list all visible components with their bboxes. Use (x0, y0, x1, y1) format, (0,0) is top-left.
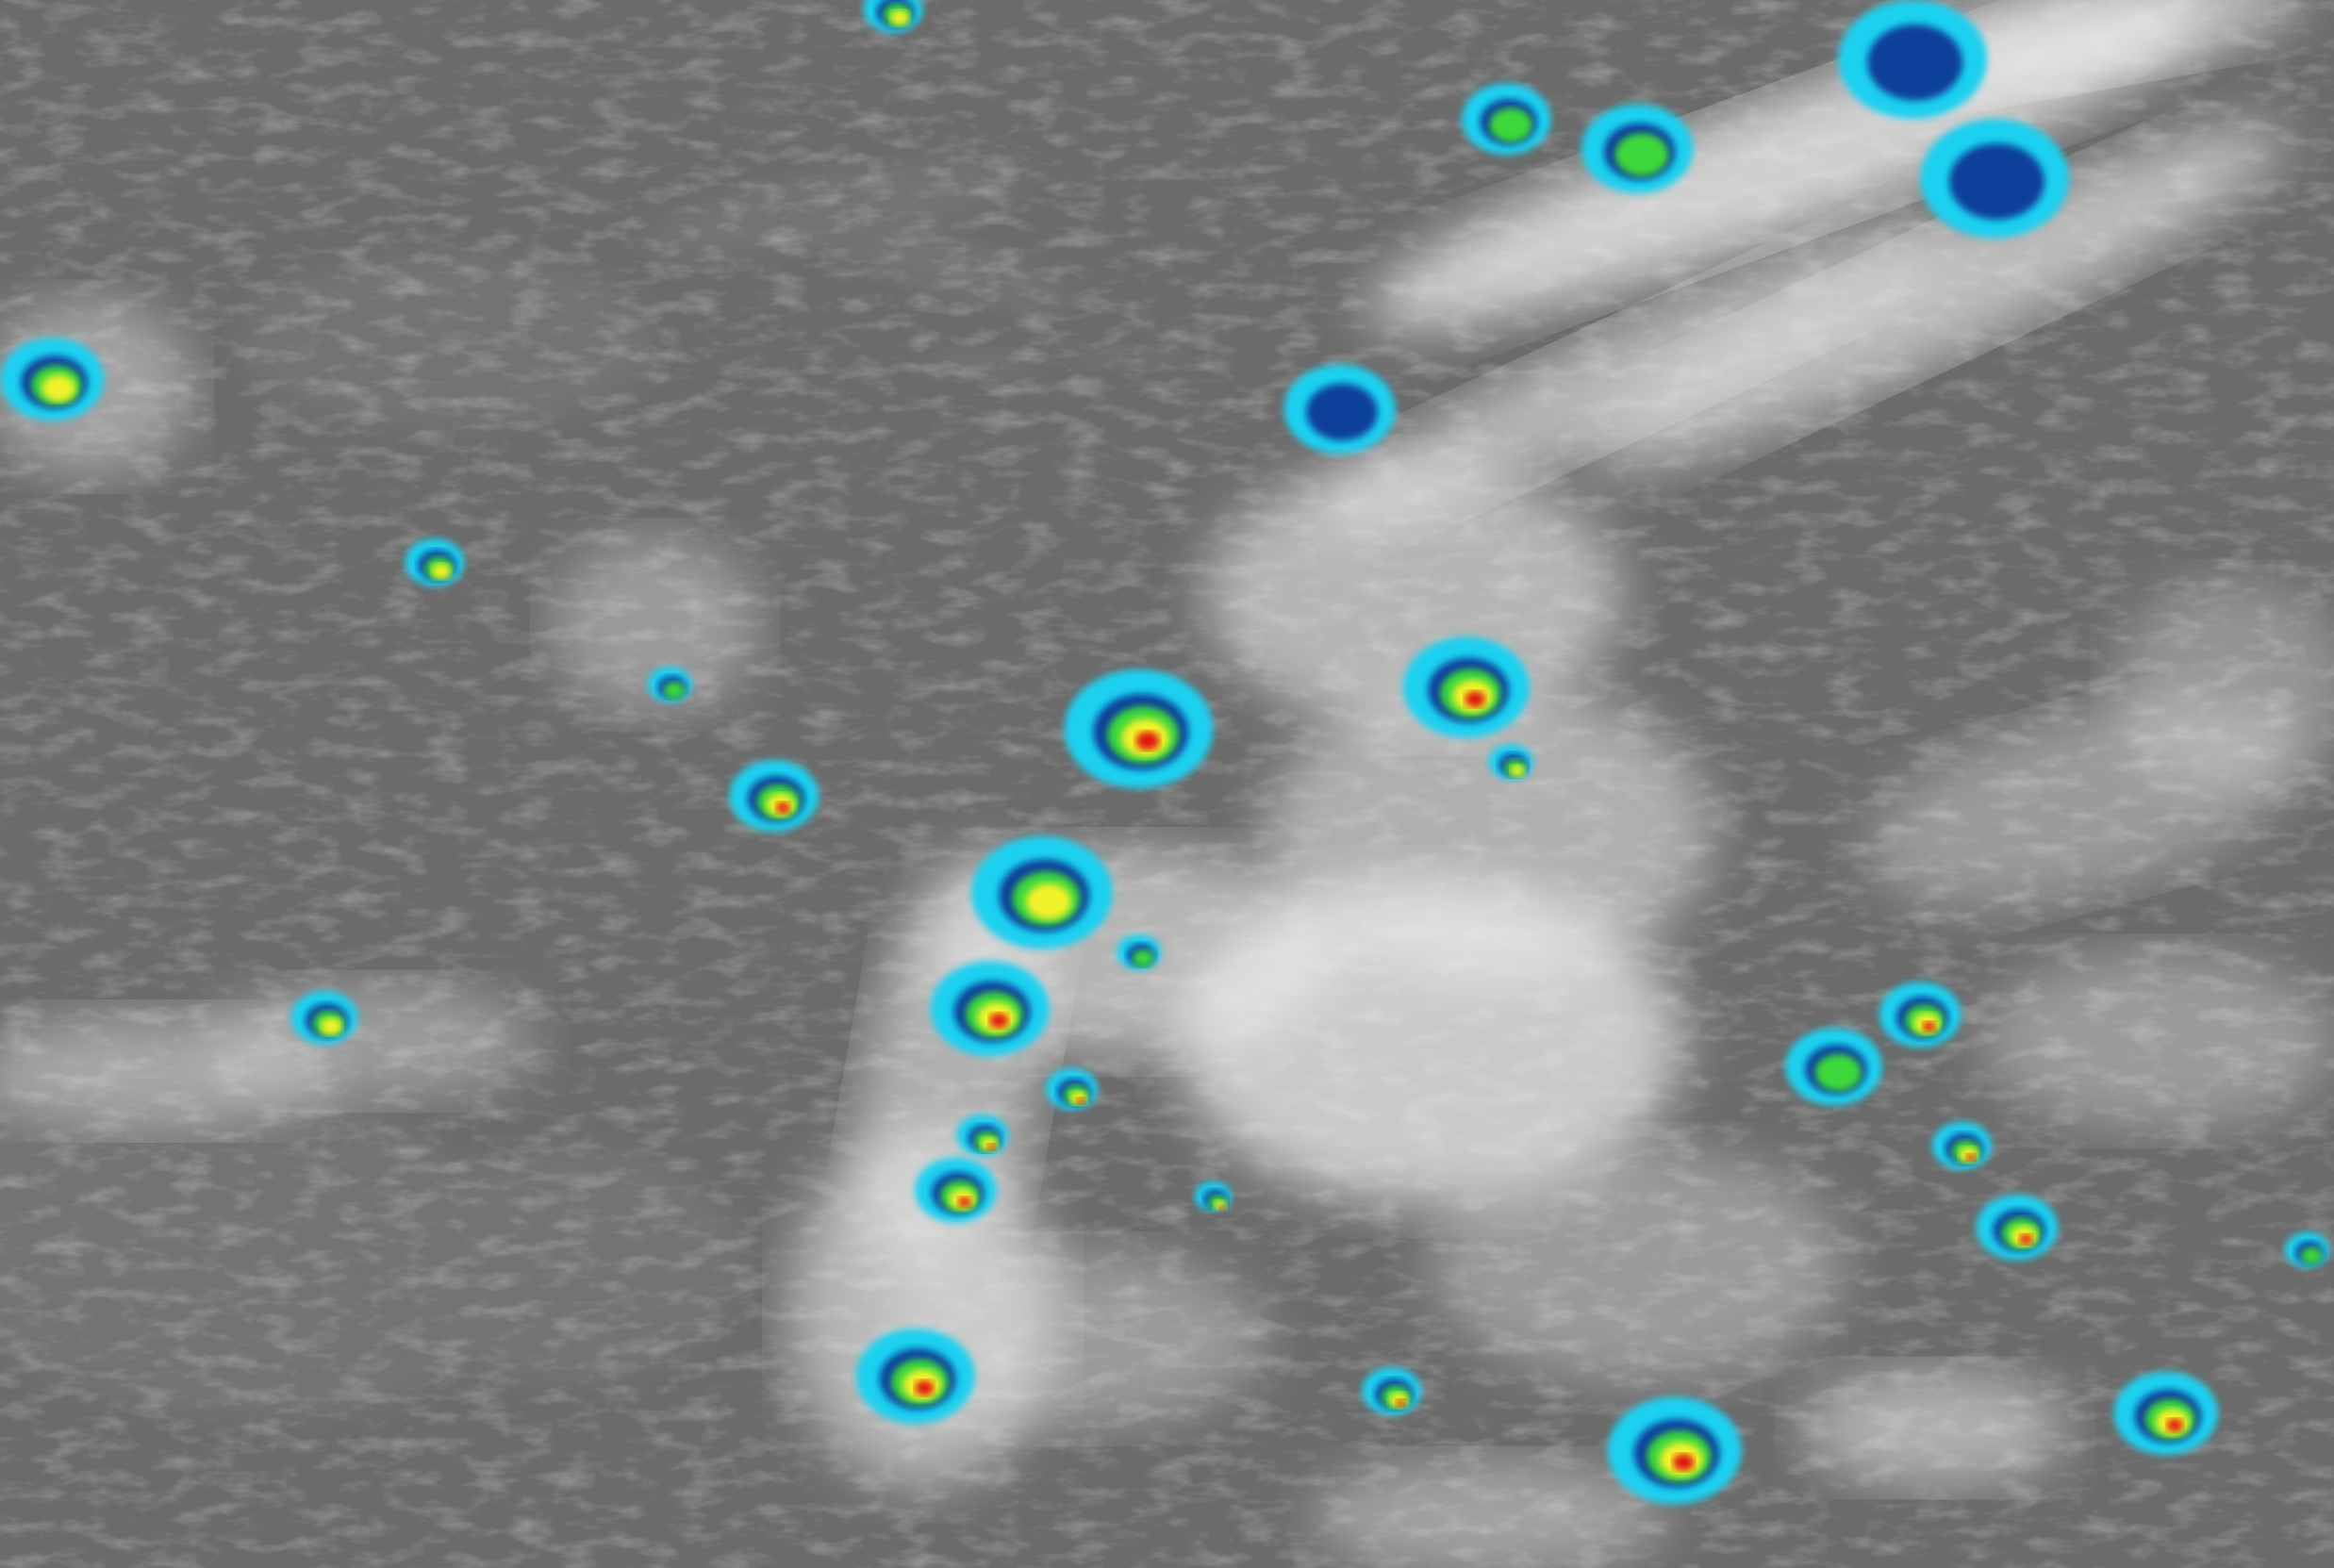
storm-cell (2284, 1231, 2330, 1268)
storm-cell-ring (1396, 1398, 1406, 1407)
storm-cell-ring (1076, 1098, 1085, 1105)
storm-cell-layer (0, 0, 2330, 1505)
storm-cell-ring (1135, 731, 1160, 751)
storm-cell-ring (915, 1380, 935, 1396)
storm-cell (1976, 1194, 2059, 1261)
storm-cell-ring (320, 1017, 342, 1035)
storm-cell-ring (1948, 143, 2044, 220)
storm-cell (1064, 669, 1214, 789)
storm-cell-ring (1922, 1021, 1936, 1032)
storm-cell (1116, 933, 1162, 970)
storm-cell-ring (1965, 1153, 1976, 1162)
storm-cell-ring (989, 1013, 1009, 1029)
storm-cell-ring (1867, 24, 1963, 101)
storm-cell (1785, 1028, 1882, 1106)
cloud-area (1313, 213, 1962, 531)
storm-cell (0, 338, 105, 421)
cloud-area (207, 982, 537, 1101)
storm-cell-ring (1026, 883, 1072, 920)
storm-cell (1931, 1121, 1992, 1170)
storm-cell (1045, 1067, 1099, 1111)
storm-cell-ring (2166, 1418, 2183, 1432)
storm-cell (729, 760, 819, 832)
storm-cell (2113, 1371, 2218, 1456)
storm-cell-ring (957, 1197, 971, 1208)
storm-cell-ring (1510, 765, 1525, 777)
storm-cell-ring (1489, 107, 1532, 142)
storm-cell (1879, 982, 1962, 1048)
storm-cell (1920, 119, 2070, 239)
storm-cell (1402, 636, 1530, 738)
storm-cell-ring (1672, 1453, 1695, 1472)
storm-cell (1838, 0, 1988, 120)
storm-cell (647, 666, 692, 702)
storm-cell-ring (1218, 1205, 1226, 1211)
storm-cell-ring (663, 682, 686, 700)
cloud-area (2113, 580, 2334, 789)
storm-cell-ring (775, 801, 790, 814)
storm-cell-ring (1465, 690, 1485, 708)
storm-cell (1194, 1180, 1233, 1212)
storm-cell (956, 1114, 1009, 1156)
storm-cell (1362, 1366, 1422, 1415)
storm-cell-ring (431, 563, 452, 579)
cloud-area (1429, 1145, 1846, 1384)
storm-cell-ring (890, 9, 910, 26)
storm-cell (930, 961, 1050, 1057)
storm-cell (914, 1157, 997, 1223)
storm-cell-ring (1306, 383, 1378, 441)
storm-cell (1607, 1396, 1742, 1505)
storm-cell-ring (986, 1143, 996, 1151)
cloud-area (1310, 1458, 1667, 1568)
cloud-area (551, 536, 760, 715)
storm-cell (290, 990, 358, 1045)
cloud-area (1979, 951, 2334, 1131)
cloud-area (1800, 1368, 2070, 1488)
storm-cell (970, 835, 1113, 949)
storm-cell (1488, 743, 1533, 780)
storm-cell-ring (2019, 1233, 2033, 1245)
storm-cell (405, 538, 465, 586)
storm-cell (1581, 104, 1694, 194)
storm-cell-ring (1614, 133, 1669, 176)
storm-cell-ring (2300, 1246, 2323, 1264)
cloud-area (878, 1249, 1266, 1428)
storm-cell (1462, 83, 1551, 156)
storm-cell-ring (1814, 1053, 1862, 1092)
storm-cell-ring (41, 374, 76, 402)
cloud-area (1583, 124, 2287, 470)
storm-cell (1283, 364, 1396, 454)
storm-cell-ring (1132, 949, 1154, 967)
storm-cell (863, 0, 923, 33)
storm-cell (855, 1328, 975, 1424)
